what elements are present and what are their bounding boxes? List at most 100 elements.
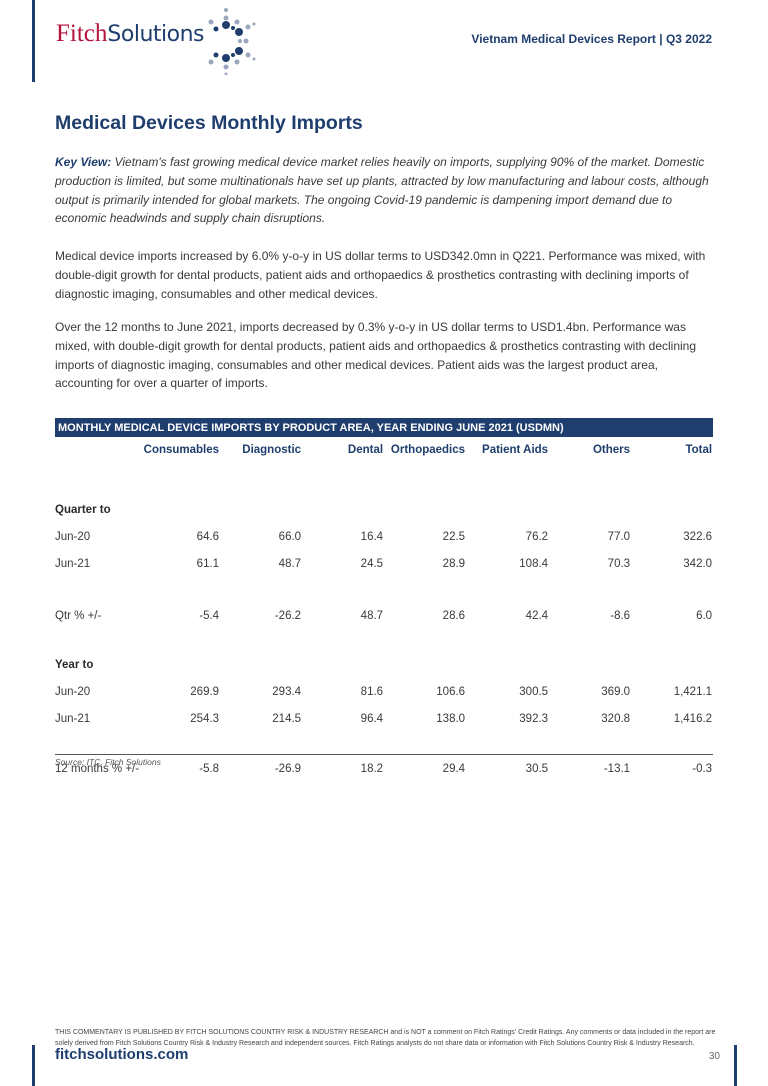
column-header: Diagnostic <box>242 444 302 456</box>
column-header: Consumables <box>143 444 220 456</box>
website-link[interactable]: fitchsolutions.com <box>55 1046 189 1063</box>
row-label: Jun-20 <box>55 686 91 698</box>
row-label: Jun-21 <box>55 713 91 725</box>
table-cell: -5.8 <box>199 763 220 775</box>
table-cell: 214.5 <box>272 713 302 725</box>
table-cell: -26.2 <box>274 610 302 622</box>
table-cell: 322.6 <box>683 531 713 543</box>
table-cell <box>301 625 383 674</box>
table-cell <box>630 625 712 674</box>
table-cell: 24.5 <box>360 558 384 570</box>
row-label: Jun-21 <box>55 558 91 570</box>
column-header: Orthopaedics <box>390 444 466 456</box>
table-cell: 28.9 <box>442 558 466 570</box>
fitch-solutions-logo: FitchSolutions <box>56 8 256 75</box>
key-view-text: Vietnam's fast growing medical device ma… <box>55 155 709 226</box>
table-cell: -5.4 <box>199 610 220 622</box>
logo-fitch: Fitch <box>56 20 108 47</box>
table-row: Jun-20 269.9 293.4 81.6 106.6 300.5 369.0 1,421… <box>55 674 712 701</box>
column-header <box>55 440 139 460</box>
row-label: Quarter to <box>55 504 111 516</box>
table-cell <box>139 460 219 519</box>
table-cell <box>301 460 383 519</box>
table-cell: -0.3 <box>692 763 713 775</box>
table-cell: 106.6 <box>436 686 466 698</box>
logo-solutions: Solutions <box>107 22 204 47</box>
table-cell: 66.0 <box>278 531 302 543</box>
table-cell: 64.6 <box>196 531 220 543</box>
table-cell: 342.0 <box>683 558 713 570</box>
row-label: 12 months % +/- <box>55 763 140 775</box>
table-title: MONTHLY MEDICAL DEVICE IMPORTS BY PRODUC… <box>55 418 713 437</box>
table-cell <box>383 625 465 674</box>
report-title: Vietnam Medical Devices Report | Q3 2022 <box>471 32 712 46</box>
column-header: Total <box>685 444 713 456</box>
table-cell <box>465 460 548 519</box>
page-number: 30 <box>708 1051 720 1062</box>
table-cell: 48.7 <box>278 558 302 570</box>
row-label: Year to <box>55 659 94 671</box>
table-cell: -8.6 <box>610 610 631 622</box>
table-cell <box>548 625 630 674</box>
column-header: Dental <box>347 444 384 456</box>
table-cell: 6.0 <box>696 610 713 622</box>
left-accent-bar <box>32 0 35 82</box>
table-cell <box>383 460 465 519</box>
column-header: Others <box>592 444 631 456</box>
table-cell: 16.4 <box>360 531 384 543</box>
table-header-row: Consumables Diagnostic Dental Orthopaedics P… <box>55 440 712 460</box>
table-cell: 18.2 <box>360 763 384 775</box>
column-header: Patient Aids <box>482 444 549 456</box>
table-row: Jun-21 61.1 48.7 24.5 28.9 108.4 70.3 342.0 <box>55 546 712 573</box>
section-title: Medical Devices Monthly Imports <box>55 112 363 134</box>
table-row: 12 months % +/- -5.8 -26.9 18.2 29.4 30.5 -13.… <box>55 728 712 778</box>
table-cell: 320.8 <box>601 713 631 725</box>
table-cell: 28.6 <box>442 610 466 622</box>
table-row: Jun-21 254.3 214.5 96.4 138.0 392.3 320.8 1,416… <box>55 701 712 728</box>
table-cell: 22.5 <box>442 531 466 543</box>
table-cell: 70.3 <box>607 558 631 570</box>
table-cell: 293.4 <box>272 686 302 698</box>
table-cell: 30.5 <box>525 763 549 775</box>
key-view-paragraph: Key View: Vietnam's fast growing medical… <box>55 153 715 228</box>
table-cell: 29.4 <box>442 763 466 775</box>
table-cell: 96.4 <box>360 713 384 725</box>
table-cell: 1,416.2 <box>673 713 713 725</box>
table-cell: 42.4 <box>525 610 549 622</box>
table-row: Qtr % +/- -5.4 -26.2 48.7 28.6 42.4 -8.6 6.0 <box>55 573 712 625</box>
table-cell: 108.4 <box>519 558 549 570</box>
row-label: Qtr % +/- <box>55 610 102 622</box>
table-cell: 61.1 <box>196 558 220 570</box>
table-cell: 254.3 <box>190 713 220 725</box>
table-row: Jun-20 64.6 66.0 16.4 22.5 76.2 77.0 322.6 <box>55 519 712 546</box>
left-footer-bar <box>32 1045 35 1086</box>
table-cell: 77.0 <box>607 531 631 543</box>
key-view-label: Key View: <box>55 155 112 169</box>
table-source: Source: ITC, Fitch Solutions <box>55 757 161 767</box>
table-cell: 48.7 <box>360 610 384 622</box>
table-cell: -13.1 <box>603 763 631 775</box>
table-cell <box>548 460 630 519</box>
imports-table: Consumables Diagnostic Dental Orthopaedics P… <box>55 440 712 778</box>
right-footer-bar <box>734 1045 737 1086</box>
table-cell <box>219 625 301 674</box>
table-cell <box>465 625 548 674</box>
table-cell <box>219 460 301 519</box>
table-cell: 76.2 <box>525 531 549 543</box>
logo-dots-icon <box>208 8 256 75</box>
section-row: Quarter to <box>55 460 712 519</box>
disclaimer: THIS COMMENTARY IS PUBLISHED BY FITCH SO… <box>55 1029 716 1047</box>
table-cell <box>630 460 712 519</box>
body-paragraph: Medical device imports increased by 6.0%… <box>55 249 706 301</box>
table-cell: 138.0 <box>436 713 466 725</box>
table-cell: 392.3 <box>519 713 549 725</box>
row-label: Jun-20 <box>55 531 91 543</box>
table-cell: 1,421.1 <box>673 686 713 698</box>
table-cell: -26.9 <box>274 763 302 775</box>
table-cell <box>139 625 219 674</box>
section-row: Year to <box>55 625 712 674</box>
table-cell: 300.5 <box>519 686 549 698</box>
table-cell: 369.0 <box>601 686 631 698</box>
table-cell: 81.6 <box>360 686 384 698</box>
body-paragraph: Over the 12 months to June 2021, imports… <box>55 320 697 391</box>
